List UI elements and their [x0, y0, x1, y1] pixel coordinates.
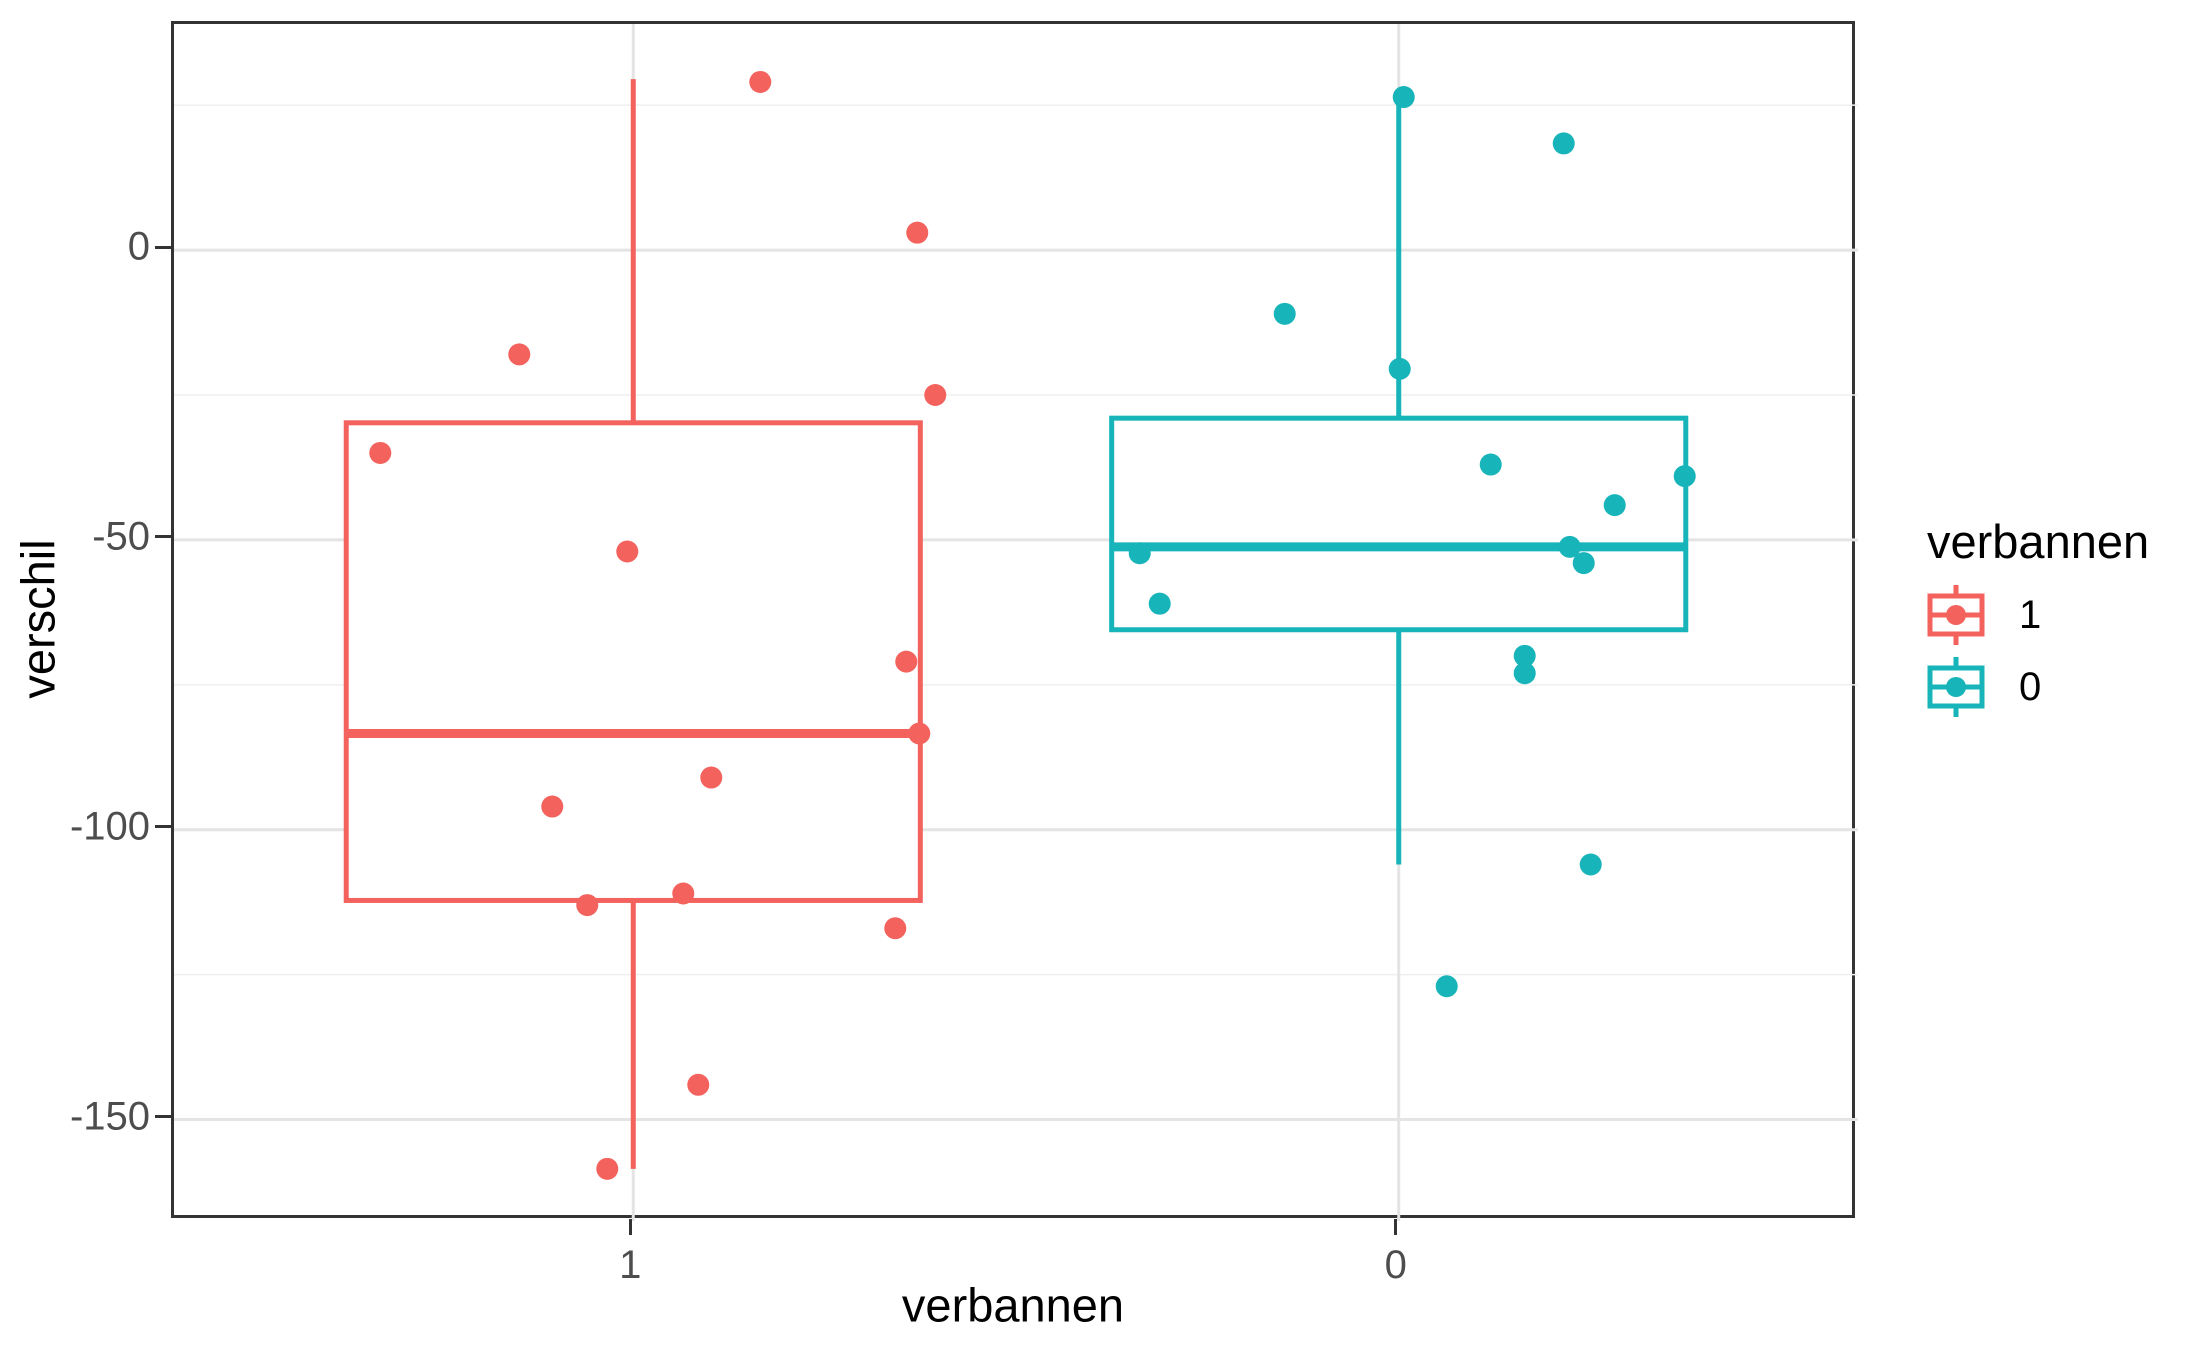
jitter-point-0	[1479, 453, 1502, 476]
jitter-point-1	[906, 221, 929, 244]
y-axis-tick-label: -50	[92, 514, 150, 559]
jitter-point-0	[1388, 357, 1411, 380]
jitter-point-1	[369, 441, 392, 464]
jitter-point-1	[541, 795, 564, 818]
box-1	[343, 420, 923, 903]
jitter-point-1	[749, 70, 772, 93]
jitter-point-0	[1128, 542, 1151, 565]
jitter-point-1	[908, 722, 931, 745]
x-axis-tick	[1394, 1219, 1398, 1235]
jitter-point-1	[687, 1073, 710, 1096]
y-axis-title: verschil	[11, 539, 65, 699]
x-axis-tick-label: 1	[619, 1243, 642, 1287]
y-axis-tick	[155, 245, 171, 249]
legend-key-boxplot-icon	[1927, 657, 1985, 717]
jitter-point-1	[616, 540, 639, 563]
jitter-point-1	[596, 1157, 619, 1180]
jitter-point-0	[1558, 535, 1581, 558]
x-axis-title: verbannen	[901, 1278, 1125, 1332]
jitter-point-1	[576, 894, 599, 917]
jitter-point-0	[1435, 975, 1458, 998]
y-axis-tick-label: -100	[69, 804, 150, 849]
jitter-point-1	[508, 343, 531, 366]
legend-key-boxplot-icon	[1927, 585, 1985, 645]
jitter-point-0	[1513, 644, 1536, 667]
jitter-point-1	[924, 383, 947, 406]
jitter-point-1	[884, 917, 907, 940]
box-0	[1109, 415, 1689, 633]
y-axis-tick-label: -150	[69, 1094, 150, 1139]
legend-entry-0: 0	[1927, 651, 2149, 723]
jitter-point-0	[1673, 465, 1696, 488]
y-axis-tick	[155, 1115, 171, 1119]
legend-entry-1: 1	[1927, 579, 2149, 651]
legend-title: verbannen	[1927, 515, 2150, 568]
y-axis-tick	[155, 535, 171, 539]
y-axis-tick	[155, 825, 171, 829]
legend-entry-label: 0	[2019, 664, 2042, 709]
legend-entry-label: 1	[2019, 592, 2042, 637]
jitter-point-0	[1273, 302, 1296, 325]
jitter-point-1	[700, 766, 723, 789]
jitter-point-0	[1579, 853, 1602, 876]
jitter-point-0	[1513, 662, 1536, 685]
jitter-point-0	[1552, 132, 1575, 155]
x-axis-tick	[628, 1219, 632, 1235]
jitter-point-0	[1572, 552, 1595, 575]
jitter-point-0	[1603, 494, 1626, 517]
jitter-point-1	[895, 650, 918, 673]
plot-panel	[171, 21, 1858, 1221]
y-axis-tick-label: 0	[127, 224, 150, 269]
plot-canvas	[174, 24, 1858, 1221]
jitter-point-0	[1392, 86, 1415, 109]
jitter-point-0	[1148, 592, 1171, 615]
x-axis-tick-label: 0	[1384, 1243, 1407, 1287]
jitter-point-1	[672, 882, 695, 905]
